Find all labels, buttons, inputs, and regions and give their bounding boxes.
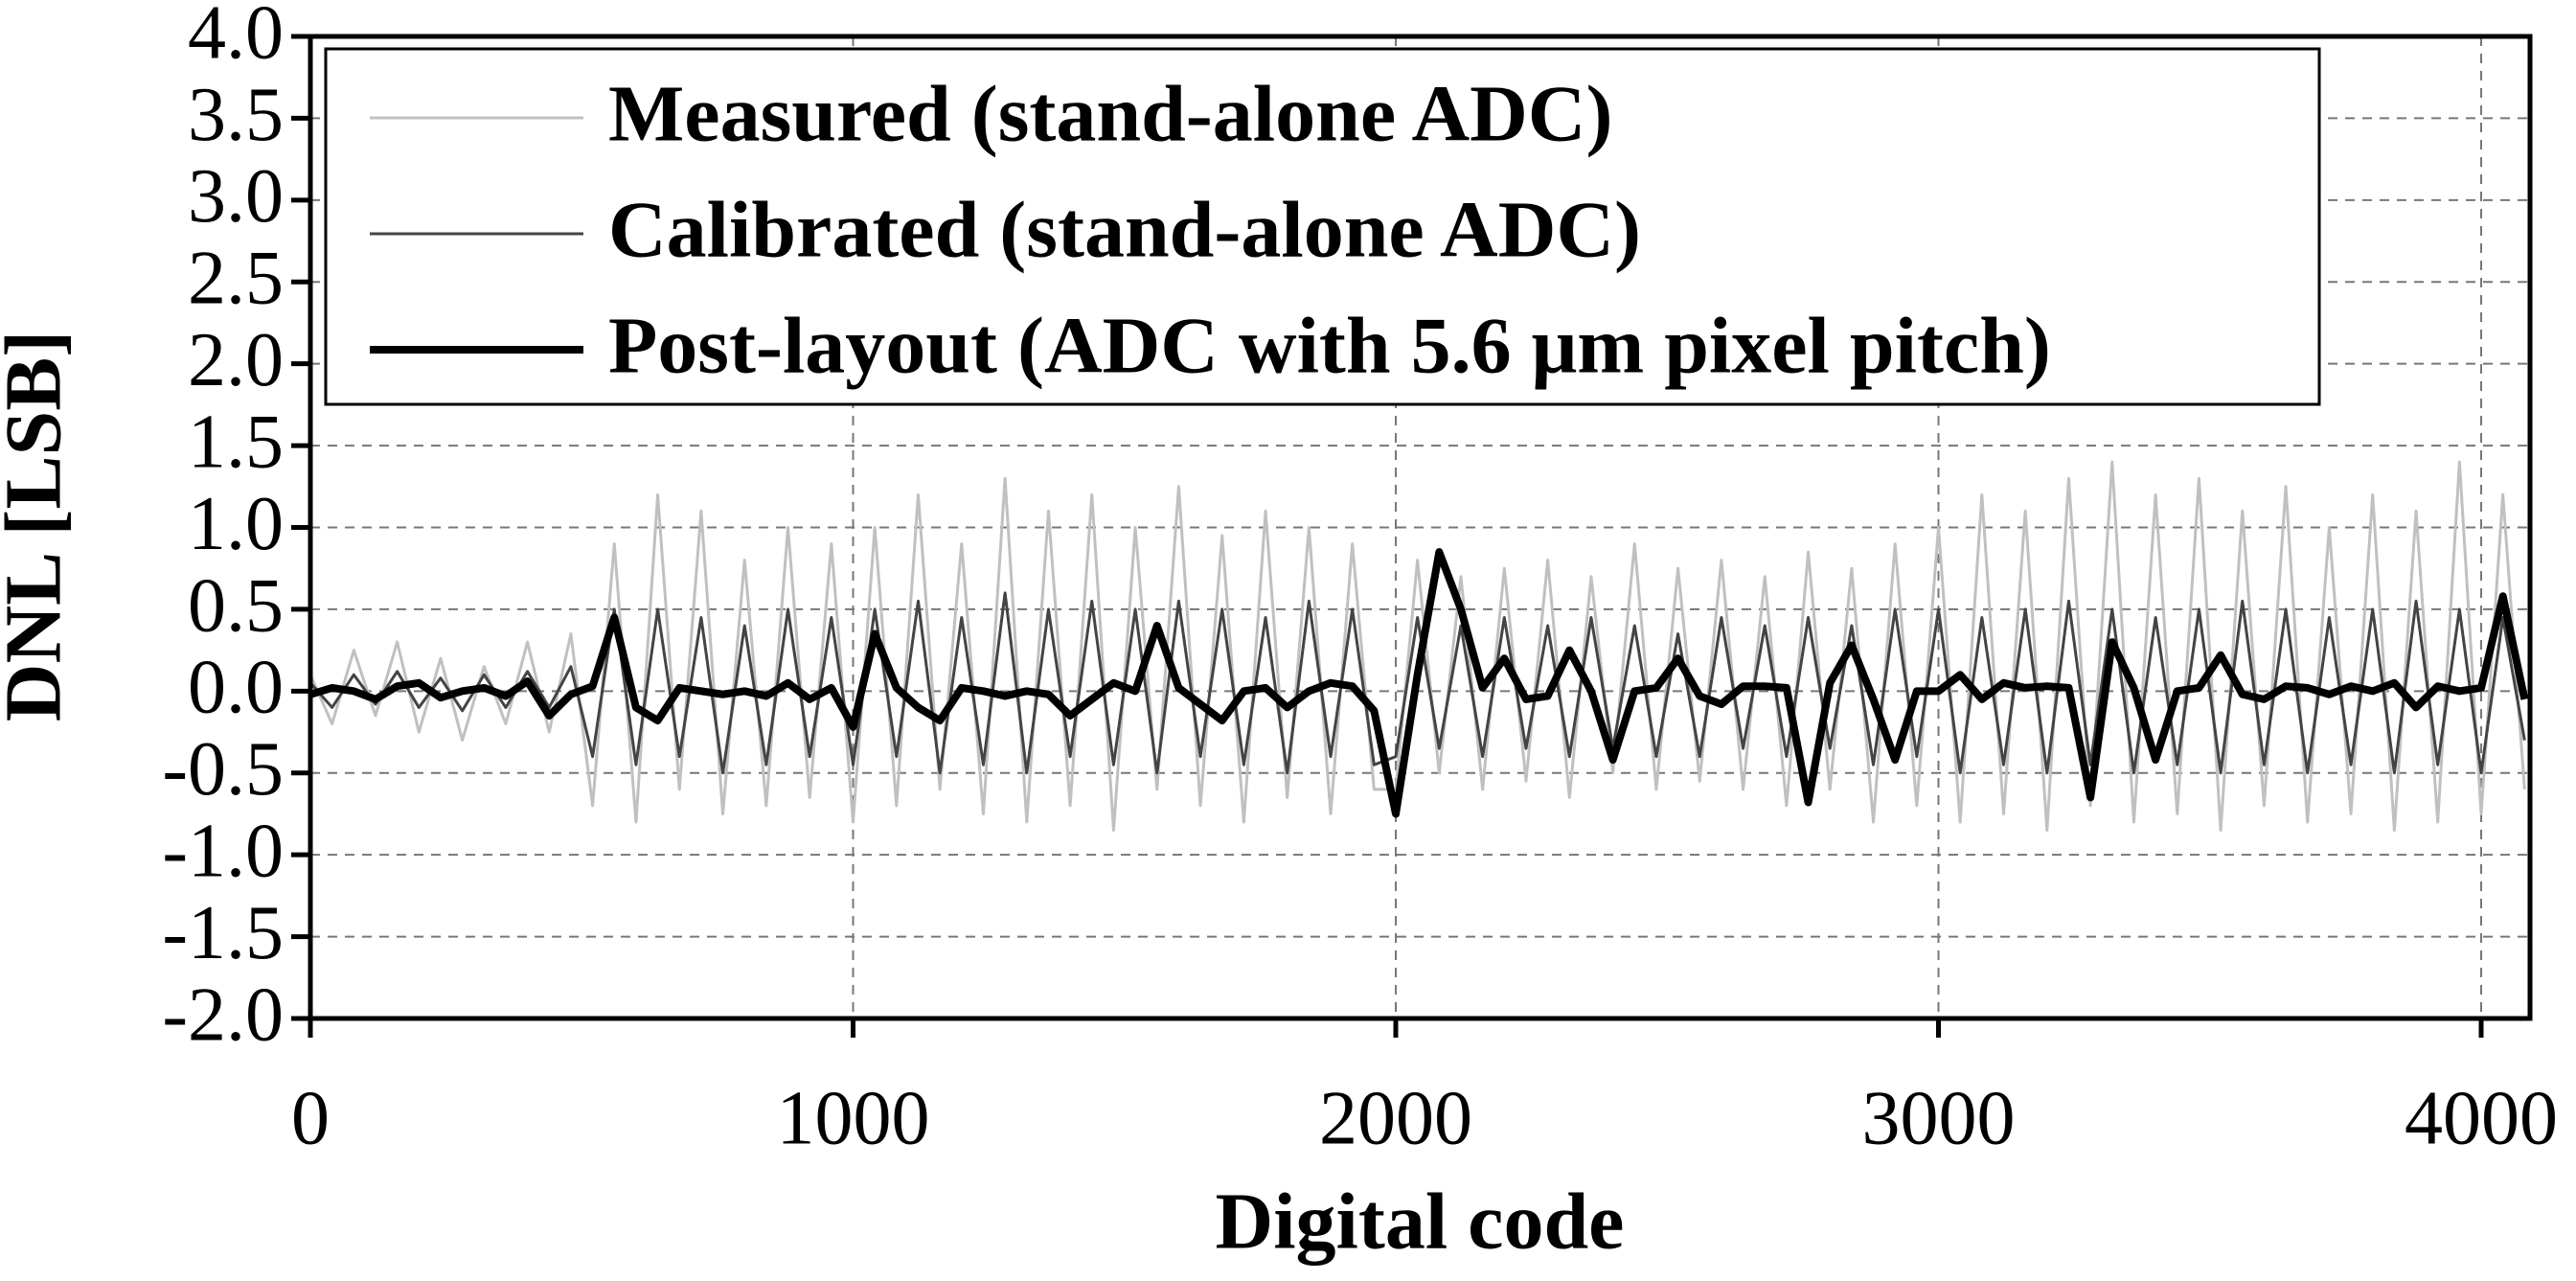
y-tick-label: -1.5 bbox=[162, 891, 284, 975]
x-tick-label: 1000 bbox=[777, 1076, 930, 1160]
y-tick-label: 2.5 bbox=[188, 237, 284, 321]
y-tick-label: 2.0 bbox=[188, 318, 284, 402]
y-tick-label: 3.5 bbox=[188, 73, 284, 157]
y-tick-label: 3.0 bbox=[188, 154, 284, 239]
series-line bbox=[310, 548, 2529, 818]
y-tick-label: 4.0 bbox=[188, 0, 284, 75]
series-line bbox=[310, 591, 2526, 775]
y-tick-label: -2.0 bbox=[162, 972, 284, 1057]
y-tick-label: 0.0 bbox=[188, 646, 284, 730]
series-line bbox=[310, 460, 2526, 833]
y-axis-title: DNL [LSB] bbox=[0, 331, 78, 721]
y-tick-label: -1.0 bbox=[162, 810, 284, 894]
x-tick-label: 2000 bbox=[1319, 1076, 1472, 1160]
legend-label: Post-layout (ADC with 5.6 μm pixel pitch… bbox=[608, 301, 2051, 390]
y-tick-label: 1.0 bbox=[188, 482, 284, 566]
axes: -2.0-1.5-1.0-0.50.00.51.01.52.02.53.03.5… bbox=[162, 0, 2558, 1160]
legend-box bbox=[324, 47, 2321, 406]
plot-lines bbox=[310, 460, 2529, 833]
y-tick-label: 0.5 bbox=[188, 563, 284, 648]
x-tick-label: 0 bbox=[291, 1076, 330, 1160]
x-tick-label: 4000 bbox=[2405, 1076, 2558, 1160]
y-tick-label: -0.5 bbox=[162, 727, 284, 812]
legend-label: Measured (stand-alone ADC) bbox=[608, 69, 1612, 158]
legend-label: Calibrated (stand-alone ADC) bbox=[608, 185, 1641, 274]
x-tick-label: 3000 bbox=[1862, 1076, 2016, 1160]
x-axis-title: Digital code bbox=[1216, 1177, 1625, 1266]
legend: Measured (stand-alone ADC) Calibrated (st… bbox=[324, 47, 2321, 406]
y-tick-label: 1.5 bbox=[188, 400, 284, 484]
